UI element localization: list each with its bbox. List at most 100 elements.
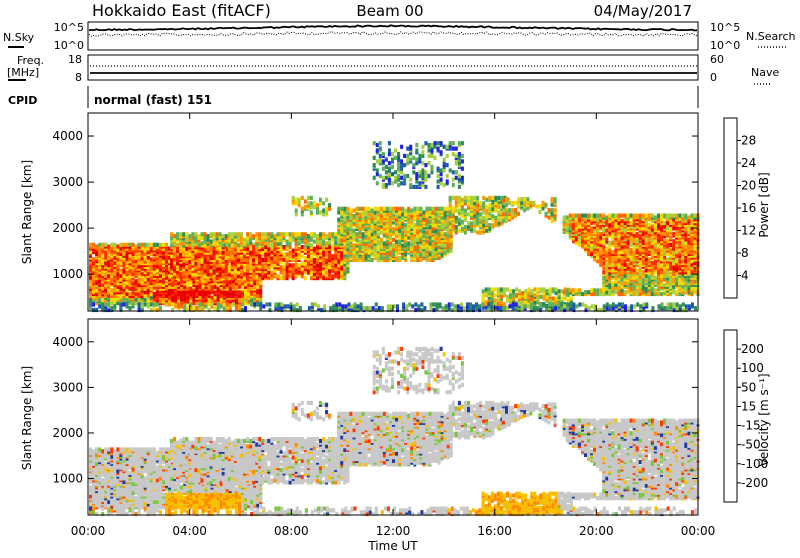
heatmap-cell [584,290,587,294]
heatmap-cell [581,243,584,247]
heatmap-cell [270,241,273,245]
heatmap-cell [389,207,392,211]
heatmap-cell [277,252,280,256]
heatmap-cell [464,230,467,234]
heatmap-cell [110,272,113,276]
heatmap-cell [555,300,558,304]
heatmap-cell [421,161,424,165]
heatmap-cell [310,238,313,242]
heatmap-cell [491,287,494,291]
heatmap-cell [376,159,379,163]
heatmap-cell [455,209,458,213]
heatmap-cell [301,245,304,249]
heatmap-cell [551,208,554,212]
heatmap-cell [191,267,194,271]
heatmap-cell [267,232,270,236]
heatmap-cell [458,141,461,145]
heatmap-cell [397,167,400,171]
heatmap-cell [575,226,578,230]
heatmap-cell [210,232,213,236]
heatmap-cell [614,248,617,252]
heatmap-cell [437,174,440,178]
heatmap-cell [425,207,428,211]
heatmap-cell [353,229,356,233]
heatmap-cell [283,271,286,275]
heatmap-cell [452,178,455,182]
heatmap-cell [397,183,400,187]
heatmap-cell [412,156,415,160]
heatmap-cell [249,251,252,255]
heatmap-cell [316,234,319,238]
heatmap-cell [147,294,150,298]
heatmap-cell [410,234,413,238]
heatmap-cell [444,243,447,247]
heatmap-cell [95,297,98,301]
heatmap-cell [505,203,508,207]
heatmap-cell [359,221,362,225]
heatmap-cell [298,247,301,251]
heatmap-cell [482,289,485,293]
heatmap-cell [189,287,192,291]
heatmap-cell [491,207,494,211]
heatmap-cell [584,214,587,218]
heatmap-cell [374,225,377,229]
heatmap-cell [461,220,464,224]
heatmap-cell [608,283,611,287]
heatmap-cell [461,214,464,218]
heatmap-cell [502,204,505,208]
heatmap-cell [602,261,605,265]
heatmap-cell [497,218,500,222]
heatmap-cell [458,221,461,225]
heatmap-cell [207,234,210,238]
heatmap-cell [602,270,605,274]
heatmap-cell [240,240,243,244]
heatmap-cell [292,254,295,258]
heatmap-cell [280,269,283,273]
heatmap-cell [171,297,174,301]
heatmap-cell [521,297,524,301]
heatmap-cell [286,252,289,256]
heatmap-cell [464,218,467,222]
heatmap-cell [419,229,422,233]
heatmap-cell [104,243,107,247]
heatmap-cell [286,276,289,280]
heatmap-cell [505,212,508,216]
heatmap-cell [316,271,319,275]
heatmap-cell [264,245,267,249]
heatmap-cell [377,245,380,249]
heatmap-cell [252,272,255,276]
heatmap-cell [388,141,391,145]
heatmap-cell [608,214,611,218]
heatmap-cell [286,232,289,236]
heatmap-cell [500,295,503,299]
heatmap-cell [618,221,621,225]
heatmap-cell [452,152,455,156]
heatmap-cell [551,203,554,207]
heatmap-cell [304,265,307,269]
heatmap-cell [234,261,237,265]
heatmap-cell [216,241,219,245]
heatmap-cell [107,294,110,298]
nsearch-tick-bottom: 10^0 [710,39,740,52]
heatmap-cell [171,283,174,287]
heatmap-cell [590,221,593,225]
heatmap-cell [608,245,611,249]
heatmap-cell [107,245,110,249]
heatmap-cell [359,207,362,211]
heatmap-cell [447,240,450,244]
heatmap-cell [599,225,602,229]
heatmap-cell [517,197,520,201]
heatmap-cell [129,283,132,287]
heatmap-cell [418,154,421,158]
heatmap-cell [346,240,349,244]
heatmap-cell [383,207,386,211]
heatmap-cell [431,143,434,147]
heatmap-cell [508,215,511,219]
heatmap-cell [593,288,596,292]
heatmap-cell [473,229,476,233]
heatmap-cell [129,299,132,303]
heatmap-cell [440,178,443,182]
heatmap-cell [179,272,182,276]
heatmap-cell [412,185,415,189]
heatmap-cell [188,238,191,242]
